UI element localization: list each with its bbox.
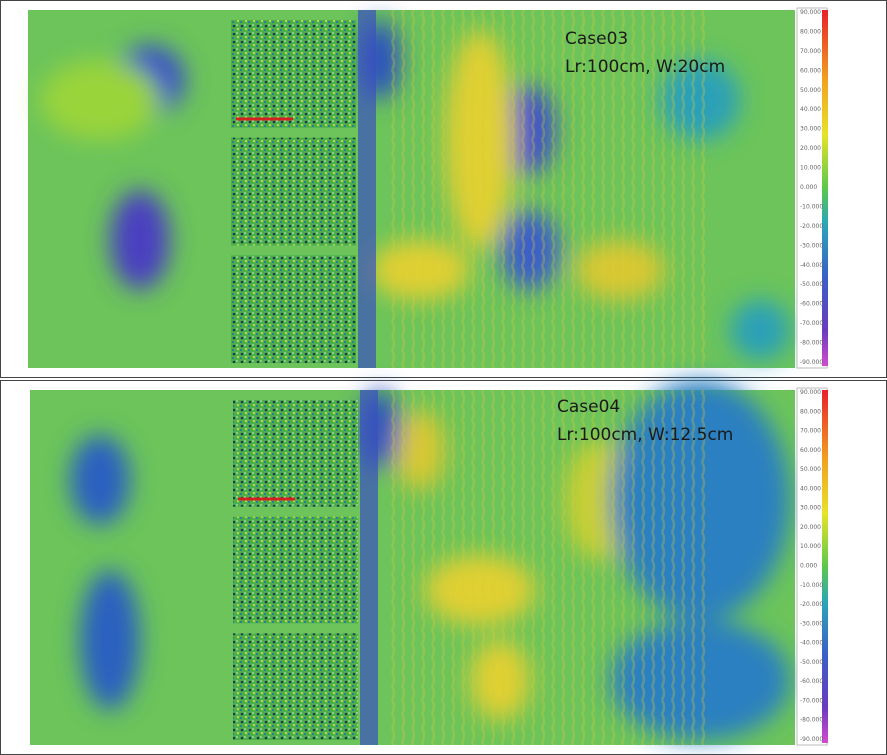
colorbar-label: -50.000 — [800, 659, 823, 666]
colorbar-label: -20.000 — [800, 601, 823, 608]
colorbar-label: 30.000 — [800, 505, 821, 512]
colorbar-label: -70.000 — [800, 697, 823, 704]
colorbar-label: -30.000 — [800, 242, 823, 249]
colorbar-label: -10.000 — [800, 582, 823, 589]
vegetation-block — [233, 516, 358, 624]
vegetation-block — [231, 255, 356, 363]
vegetation-block — [233, 633, 358, 740]
colorbar-label: 0.000 — [800, 184, 817, 191]
elevation-zone — [70, 435, 130, 525]
vegetation-block — [233, 400, 358, 507]
colorbar-label: 70.000 — [800, 428, 821, 435]
case-params: Lr:100cm, W:20cm — [565, 57, 725, 77]
colorbar-label: 80.000 — [800, 408, 821, 415]
channel-strip — [358, 10, 376, 368]
ripple-field — [388, 10, 708, 368]
colorbar-label: -90.000 — [800, 359, 823, 366]
colorbar-label: 90.000 — [800, 389, 821, 396]
colorbar-label: 20.000 — [800, 524, 821, 531]
colorbar-label: -20.000 — [800, 223, 823, 230]
panel: Case04 Lr:100cm, W:12.5cm 90.000 80.000 70.0… — [30, 380, 828, 746]
panel: Case03 Lr:100cm, W:20cm 90.000 80.000 70.000… — [28, 7, 828, 369]
colorbar-label: -30.000 — [800, 620, 823, 627]
vegetation-block — [231, 20, 356, 128]
colorbar-label: 50.000 — [800, 466, 821, 473]
colorbar-label: 70.000 — [800, 48, 821, 55]
colorbar-label: 40.000 — [800, 106, 821, 113]
colorbar-label: -60.000 — [800, 678, 823, 685]
elevation-zone — [40, 60, 160, 140]
colorbar-label: 60.000 — [800, 67, 821, 74]
elevation-zone — [80, 570, 140, 710]
colorbar-label: -70.000 — [800, 320, 823, 327]
colorbar-label: 0.000 — [800, 563, 817, 570]
colorbar-label: 10.000 — [800, 165, 821, 172]
case-label: Case04 — [557, 397, 620, 417]
colorbar-label: 80.000 — [800, 28, 821, 35]
colorbar — [822, 10, 828, 366]
colorbar — [822, 390, 828, 743]
colorbar-label: -80.000 — [800, 340, 823, 347]
colorbar-label: -10.000 — [800, 203, 823, 210]
colorbar-label: -40.000 — [800, 262, 823, 269]
colorbar-label: 30.000 — [800, 126, 821, 133]
channel-strip — [360, 390, 378, 745]
colorbar-label: 10.000 — [800, 543, 821, 550]
case-label: Case03 — [565, 29, 628, 49]
colorbar-label: 90.000 — [800, 9, 821, 16]
colorbar-label: 40.000 — [800, 485, 821, 492]
vegetation-block — [231, 137, 356, 246]
colorbar-label: 20.000 — [800, 145, 821, 152]
colorbar-label: 50.000 — [800, 87, 821, 94]
colorbar-label: -50.000 — [800, 281, 823, 288]
elevation-zone — [110, 190, 170, 290]
colorbar-label: -60.000 — [800, 301, 823, 308]
colorbar-label: 60.000 — [800, 447, 821, 454]
ripple-field — [390, 390, 710, 745]
elevation-zone — [730, 300, 790, 360]
colorbar-label: -80.000 — [800, 717, 823, 724]
case-params: Lr:100cm, W:12.5cm — [557, 425, 733, 445]
colorbar-label: -40.000 — [800, 640, 823, 647]
colorbar-label: -90.000 — [800, 736, 823, 743]
